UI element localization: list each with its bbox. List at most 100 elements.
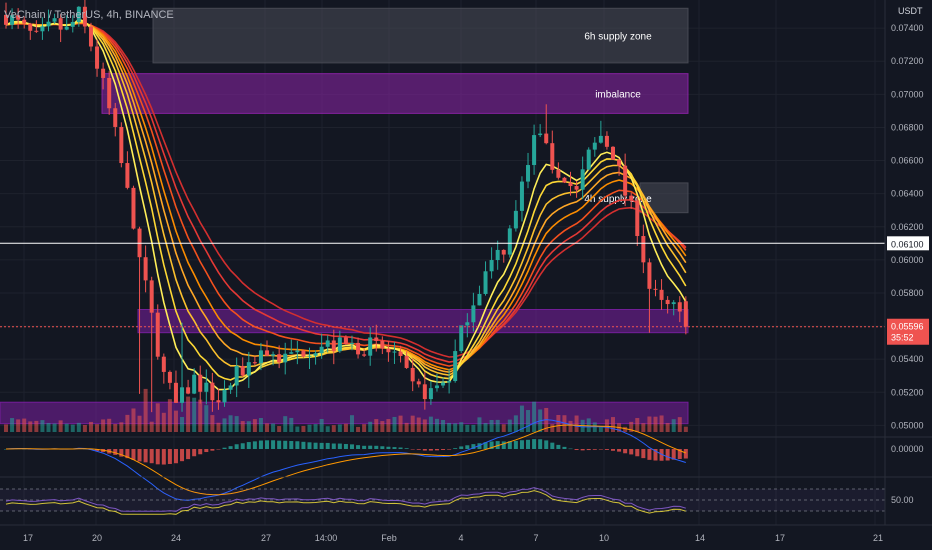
macd-histogram-bar <box>180 449 185 462</box>
volume-bar <box>635 418 640 432</box>
macd-histogram-bar <box>647 449 652 460</box>
macd-histogram-bar <box>477 443 482 449</box>
volume-bar <box>28 421 33 432</box>
macd-histogram-bar <box>313 442 318 449</box>
volume-bar <box>574 415 579 432</box>
macd-histogram-bar <box>465 445 470 449</box>
candle-body <box>319 346 324 354</box>
volume-bar <box>495 419 500 432</box>
candle-body <box>289 352 294 354</box>
time-axis: 17 20 24 27 14:00 Feb 4 7 10 14 17 21 <box>0 524 932 543</box>
candle-body <box>343 337 348 344</box>
candle-body <box>428 388 433 400</box>
macd-histogram-bar <box>252 441 257 449</box>
hline-price-tag <box>887 236 929 251</box>
macd-histogram-bar <box>532 439 537 449</box>
macd-histogram-bar <box>629 449 634 455</box>
volume-bar <box>550 424 555 432</box>
macd-histogram-bar <box>95 449 100 451</box>
volume-bar <box>198 399 203 432</box>
macd-histogram-bar <box>416 449 421 450</box>
volume-bar <box>513 415 518 432</box>
candle-body <box>392 351 397 353</box>
volume-bar <box>186 396 191 432</box>
volume-bar <box>222 418 227 432</box>
volume-bar <box>46 422 51 432</box>
candle-body <box>447 381 452 383</box>
macd-histogram-bar <box>265 440 270 449</box>
candle-body <box>82 6 87 27</box>
candle-body <box>325 340 330 347</box>
candle-body <box>623 165 628 196</box>
zone-rect <box>152 7 689 64</box>
volume-bar <box>258 417 263 432</box>
macd-histogram-bar <box>258 440 263 449</box>
candle-body <box>532 135 537 166</box>
volume-bar <box>604 419 609 432</box>
candle-body <box>453 351 458 382</box>
volume-bar <box>70 424 75 432</box>
volume-bar <box>119 422 124 432</box>
ema-line <box>5 22 687 358</box>
candle-body <box>629 195 634 201</box>
volume-bar <box>428 416 433 432</box>
macd-histogram-bar <box>246 442 251 449</box>
macd-histogram-bar <box>277 440 282 449</box>
time-tick-label: 27 <box>261 533 271 543</box>
macd-histogram-bar <box>483 442 488 449</box>
candle-body <box>653 288 658 290</box>
price-tick-label: 0.06400 <box>891 189 924 199</box>
candle-body <box>240 365 245 376</box>
current-price-tag <box>887 318 929 345</box>
volume-bar <box>64 423 69 432</box>
volume-bar <box>586 418 591 432</box>
candle-body <box>598 135 603 143</box>
macd-histogram-bar <box>386 446 391 449</box>
volume-bar <box>501 424 506 432</box>
candle-body <box>434 385 439 389</box>
ema-line <box>5 18 687 391</box>
macd-histogram-bar <box>125 449 130 459</box>
volume-bar <box>641 423 646 432</box>
volume-bar <box>82 424 87 432</box>
candle-body <box>186 387 191 394</box>
time-tick-label: 14:00 <box>315 533 338 543</box>
price-tick-label: 0.06600 <box>891 156 924 166</box>
macd-histogram-bar <box>665 449 670 461</box>
macd-histogram-bar <box>434 449 439 451</box>
candle-body <box>489 260 494 272</box>
candle-body <box>155 312 160 357</box>
price-tick-label: 0.05400 <box>891 354 924 364</box>
volume-bar <box>155 403 160 432</box>
macd-histogram-bar <box>519 440 524 449</box>
time-tick-label: 24 <box>171 533 181 543</box>
price-tick-label: 0.07400 <box>891 23 924 33</box>
macd-histogram-bar <box>641 449 646 459</box>
volume-bar <box>356 426 361 432</box>
symbol-title[interactable]: VeChain / TetherUS, 4h, BINANCE <box>4 9 174 21</box>
volume-bar <box>647 416 652 432</box>
macd-histogram-bar <box>459 446 464 449</box>
volume-bar <box>447 422 452 432</box>
candle-body <box>683 301 688 327</box>
time-tick-label: 14 <box>695 533 705 543</box>
macd-histogram-bar <box>131 449 136 460</box>
volume-bar <box>313 424 318 432</box>
volume-bar <box>101 419 106 432</box>
candle-body <box>149 280 154 313</box>
volume-bar <box>556 414 561 432</box>
macd-histogram-bar <box>671 449 676 460</box>
candle-body <box>101 68 106 78</box>
volume-bar <box>34 420 39 432</box>
candle-body <box>107 77 112 109</box>
candle-body <box>252 362 257 364</box>
volume-bar <box>410 415 415 432</box>
volume-bar <box>325 426 330 432</box>
macd-histogram-bar <box>161 449 166 465</box>
volume-bar <box>386 419 391 432</box>
macd-histogram-bar <box>513 440 518 449</box>
macd-histogram-bar <box>234 444 239 449</box>
candle-body <box>477 293 482 306</box>
macd-histogram-bar <box>453 448 458 449</box>
